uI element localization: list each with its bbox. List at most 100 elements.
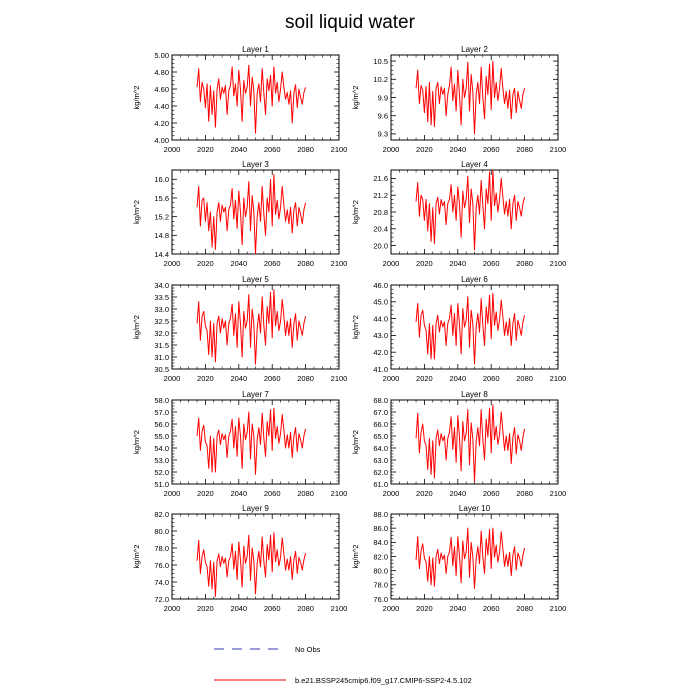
x-tick-label: 2080 — [516, 259, 533, 268]
x-tick-label: 2020 — [197, 145, 214, 154]
x-tick-label: 2020 — [197, 259, 214, 268]
y-axis-label: kg/m^2 — [351, 315, 360, 339]
y-tick-label: 63.0 — [373, 456, 388, 465]
panel-title: Layer 6 — [461, 275, 488, 284]
y-tick-label: 10.5 — [373, 57, 388, 66]
y-axis-label: kg/m^2 — [132, 545, 141, 569]
x-tick-label: 2000 — [383, 145, 400, 154]
y-tick-label: 65.0 — [373, 432, 388, 441]
x-tick-label: 2080 — [516, 145, 533, 154]
y-tick-label: 16.0 — [154, 175, 169, 184]
y-tick-label: 64.0 — [373, 444, 388, 453]
series-line — [196, 174, 307, 255]
x-tick-label: 2020 — [416, 489, 433, 498]
y-tick-label: 58.0 — [154, 396, 169, 405]
x-tick-label: 2000 — [383, 489, 400, 498]
y-tick-label: 4.00 — [154, 136, 169, 145]
x-tick-label: 2060 — [264, 489, 281, 498]
x-tick-label: 2040 — [449, 259, 466, 268]
x-tick-label: 2000 — [383, 259, 400, 268]
y-tick-label: 15.6 — [154, 194, 169, 203]
x-tick-label: 2040 — [230, 374, 247, 383]
y-tick-label: 43.0 — [373, 331, 388, 340]
y-tick-label: 31.5 — [154, 341, 169, 350]
x-tick-label: 2100 — [550, 489, 567, 498]
panel-grid: Layer 1 kg/m^2 2000 2020 2040 2060 2080 2100 4.0… — [132, 45, 566, 613]
y-tick-label: 4.20 — [154, 119, 169, 128]
y-tick-label: 20.0 — [373, 241, 388, 250]
y-tick-label: 14.4 — [154, 250, 169, 259]
x-tick-label: 2000 — [164, 489, 181, 498]
y-tick-label: 41.0 — [373, 365, 388, 374]
y-tick-label: 57.0 — [154, 408, 169, 417]
x-tick-label: 2080 — [297, 604, 314, 613]
y-tick-label: 80.0 — [373, 566, 388, 575]
x-tick-label: 2060 — [483, 604, 500, 613]
series-line — [196, 289, 307, 365]
series-line — [415, 527, 526, 589]
y-tick-label: 9.9 — [378, 93, 388, 102]
y-tick-label: 82.0 — [154, 510, 169, 519]
y-tick-label: 61.0 — [373, 480, 388, 489]
y-tick-label: 32.0 — [154, 329, 169, 338]
x-tick-label: 2000 — [383, 604, 400, 613]
y-tick-label: 72.0 — [154, 595, 169, 604]
y-tick-label: 46.0 — [373, 281, 388, 290]
panel-6: Layer 6 kg/m^2 2000 2020 2040 2060 2080 2100 41.… — [351, 275, 566, 383]
panel-5: Layer 5 kg/m^2 2000 2020 2040 2060 2080 2100 30.… — [132, 275, 347, 383]
y-tick-label: 44.0 — [373, 314, 388, 323]
panel-7: Layer 7 kg/m^2 2000 2020 2040 2060 2080 2100 51.… — [132, 390, 347, 498]
y-tick-label: 4.40 — [154, 102, 169, 111]
x-tick-label: 2000 — [164, 259, 181, 268]
x-tick-label: 2100 — [550, 145, 567, 154]
x-tick-label: 2060 — [264, 604, 281, 613]
y-tick-label: 53.0 — [154, 456, 169, 465]
panel-9: Layer 9 kg/m^2 2000 2020 2040 2060 2080 2100 72.… — [132, 504, 347, 613]
x-tick-label: 2060 — [483, 145, 500, 154]
y-tick-label: 66.0 — [373, 420, 388, 429]
series-line — [196, 407, 307, 475]
y-tick-label: 33.0 — [154, 305, 169, 314]
x-tick-label: 2020 — [197, 374, 214, 383]
x-tick-label: 2080 — [516, 374, 533, 383]
x-tick-label: 2080 — [297, 489, 314, 498]
x-tick-label: 2100 — [550, 259, 567, 268]
y-axis-label: kg/m^2 — [132, 430, 141, 454]
y-tick-label: 62.0 — [373, 468, 388, 477]
panel-title: Layer 8 — [461, 390, 488, 399]
y-tick-label: 31.0 — [154, 353, 169, 362]
x-tick-label: 2060 — [264, 259, 281, 268]
y-tick-label: 32.5 — [154, 317, 169, 326]
panel-3: Layer 3 kg/m^2 2000 2020 2040 2060 2080 2100 14.… — [132, 160, 347, 268]
y-tick-label: 21.2 — [373, 191, 388, 200]
y-axis-label: kg/m^2 — [132, 200, 141, 224]
y-tick-label: 20.8 — [373, 208, 388, 217]
x-tick-label: 2060 — [264, 374, 281, 383]
x-tick-label: 2040 — [449, 604, 466, 613]
y-tick-label: 20.4 — [373, 225, 388, 234]
x-tick-label: 2040 — [449, 145, 466, 154]
figure-title: soil liquid water — [285, 12, 416, 33]
x-tick-label: 2100 — [550, 604, 567, 613]
y-tick-label: 78.0 — [154, 544, 169, 553]
x-tick-label: 2060 — [264, 145, 281, 154]
y-tick-label: 88.0 — [373, 510, 388, 519]
x-tick-label: 2000 — [164, 604, 181, 613]
panel-title: Layer 9 — [242, 504, 269, 513]
x-tick-label: 2040 — [230, 145, 247, 154]
x-tick-label: 2040 — [230, 259, 247, 268]
y-tick-label: 14.8 — [154, 231, 169, 240]
x-tick-label: 2020 — [416, 604, 433, 613]
x-tick-label: 2040 — [449, 374, 466, 383]
y-tick-label: 68.0 — [373, 396, 388, 405]
x-tick-label: 2100 — [331, 489, 348, 498]
panel-title: Layer 2 — [461, 45, 488, 54]
y-tick-label: 55.0 — [154, 432, 169, 441]
y-tick-label: 52.0 — [154, 468, 169, 477]
y-tick-label: 51.0 — [154, 480, 169, 489]
x-tick-label: 2020 — [416, 259, 433, 268]
y-tick-label: 10.2 — [373, 75, 388, 84]
x-tick-label: 2080 — [516, 604, 533, 613]
y-axis-label: kg/m^2 — [132, 315, 141, 339]
